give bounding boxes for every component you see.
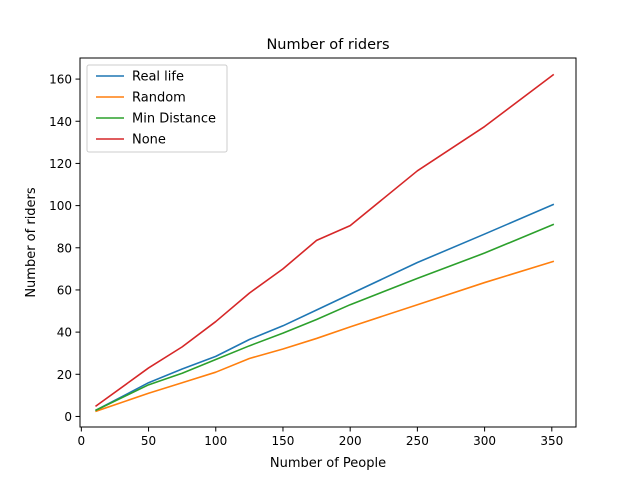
x-tick-label: 200 bbox=[339, 434, 362, 448]
legend-label-real-life: Real life bbox=[132, 70, 184, 85]
legend: Real life Random Min Distance None bbox=[86, 64, 228, 153]
x-tick-label: 350 bbox=[540, 434, 563, 448]
x-axis-ticks: 0 50 100 150 200 250 300 350 bbox=[78, 427, 563, 448]
series-line-random bbox=[95, 260, 555, 413]
y-tick-label: 160 bbox=[49, 73, 72, 87]
series-lines bbox=[95, 73, 555, 413]
plot-frame bbox=[79, 57, 577, 428]
x-tick-label: 100 bbox=[204, 434, 227, 448]
legend-label-random: Random bbox=[132, 91, 186, 106]
y-tick-label: 140 bbox=[49, 115, 72, 129]
chart-title: Number of riders bbox=[266, 37, 389, 53]
y-tick-label: 40 bbox=[57, 326, 72, 340]
series-line-real-life bbox=[95, 203, 555, 412]
y-tick-label: 120 bbox=[49, 157, 72, 171]
y-tick-label: 60 bbox=[57, 283, 72, 297]
y-axis-ticks: 0 20 40 60 80 100 120 140 160 bbox=[49, 73, 80, 424]
y-axis-label: Number of riders bbox=[24, 187, 39, 298]
x-tick-label: 0 bbox=[78, 434, 86, 448]
series-line-min-distance bbox=[95, 223, 555, 412]
legend-label-min-distance: Min Distance bbox=[132, 112, 216, 127]
series-line-none bbox=[95, 73, 555, 408]
y-tick-label: 80 bbox=[57, 241, 72, 255]
x-axis-label: Number of People bbox=[270, 456, 386, 471]
x-tick-label: 250 bbox=[406, 434, 429, 448]
legend-box bbox=[86, 64, 228, 153]
x-tick-label: 150 bbox=[272, 434, 295, 448]
x-tick-label: 300 bbox=[473, 434, 496, 448]
legend-label-none: None bbox=[132, 133, 166, 148]
y-tick-label: 100 bbox=[49, 199, 72, 213]
x-tick-label: 50 bbox=[141, 434, 156, 448]
y-tick-label: 0 bbox=[64, 410, 72, 424]
y-tick-label: 20 bbox=[57, 368, 72, 382]
